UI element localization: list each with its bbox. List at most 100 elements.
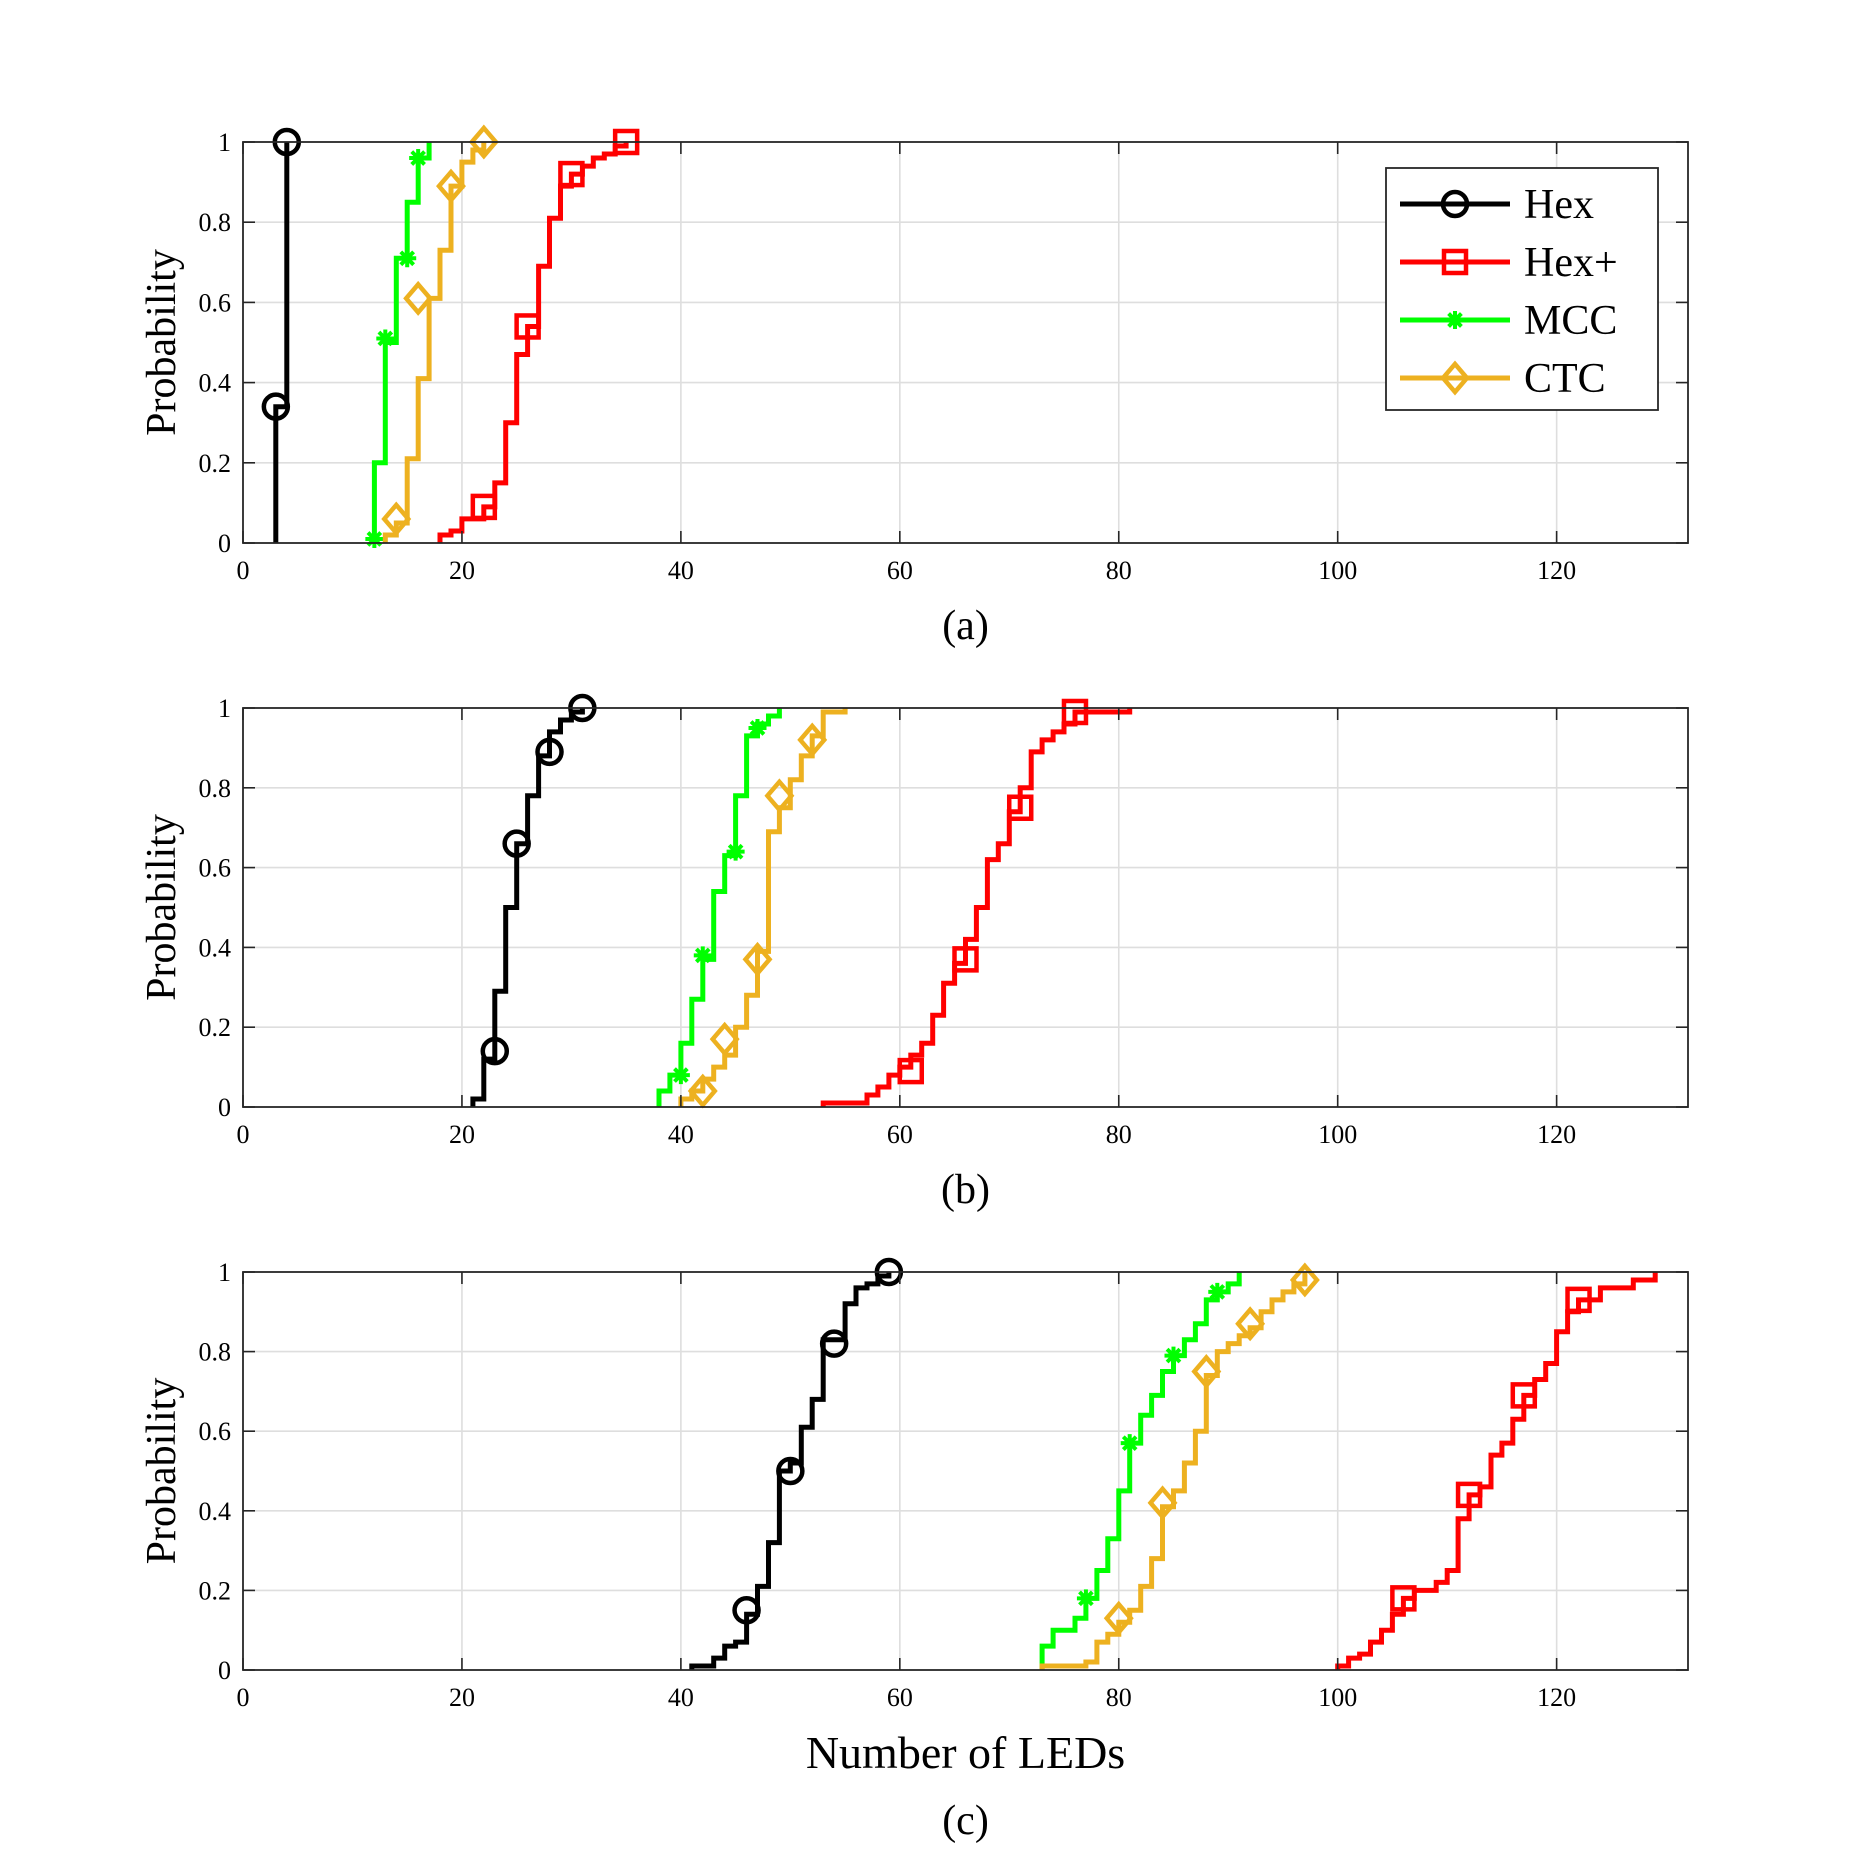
y-tick-label: 0.2 bbox=[199, 1576, 232, 1605]
series-line-mcc bbox=[1039, 1272, 1242, 1670]
x-tick-label: 40 bbox=[668, 556, 694, 585]
data-point-mcc bbox=[376, 329, 395, 348]
y-tick-label: 0 bbox=[218, 1093, 231, 1122]
x-axis-label: Number of LEDs bbox=[806, 1727, 1125, 1778]
data-point-ctc bbox=[1147, 1485, 1178, 1521]
data-point-hex-plus bbox=[1006, 794, 1034, 821]
data-point-mcc bbox=[1120, 1434, 1139, 1453]
data-point-ctc bbox=[436, 168, 466, 204]
legend-label: CTC bbox=[1524, 356, 1606, 402]
data-point-hex-plus bbox=[1510, 1382, 1538, 1409]
data-point-hex-plus bbox=[897, 1057, 925, 1085]
y-tick-label: 1 bbox=[218, 128, 231, 157]
data-point-ctc bbox=[1103, 1600, 1134, 1636]
y-tick-label: 0.6 bbox=[199, 288, 232, 317]
x-tick-label: 120 bbox=[1537, 1683, 1576, 1712]
chart-panel-0: 0 20 40 60 80 100 120 0 0.2 0.4 0.6 0.8 1 Probability… bbox=[139, 124, 1689, 649]
series-line-ctc bbox=[382, 142, 487, 543]
data-point-ctc bbox=[381, 501, 412, 537]
y-tick-label: 0.8 bbox=[199, 1338, 232, 1367]
legend-label: Hex bbox=[1524, 182, 1594, 228]
x-tick-label: 120 bbox=[1537, 1120, 1576, 1149]
legend-label: MCC bbox=[1524, 298, 1617, 344]
x-tick-label: 0 bbox=[237, 1120, 250, 1149]
data-point-ctc bbox=[709, 1021, 740, 1057]
legend-marker-square bbox=[1441, 248, 1469, 276]
x-tick-label: 60 bbox=[887, 1683, 913, 1712]
axes-box bbox=[242, 1271, 1689, 1671]
data-point-ctc bbox=[797, 722, 828, 758]
data-point-mcc bbox=[726, 842, 745, 861]
x-tick-label: 80 bbox=[1106, 1120, 1132, 1149]
data-point-hex bbox=[535, 737, 564, 767]
x-tick-label: 60 bbox=[887, 1120, 913, 1149]
data-point-ctc bbox=[742, 941, 773, 977]
y-tick-label: 0 bbox=[218, 529, 231, 558]
x-tick-label: 20 bbox=[449, 556, 475, 585]
series-line-hex bbox=[273, 142, 290, 543]
data-point-hex-plus bbox=[470, 493, 498, 521]
series-mcc bbox=[365, 142, 432, 548]
y-tick-label: 0.8 bbox=[199, 774, 232, 803]
series-ctc bbox=[381, 124, 499, 543]
data-point-hex-plus bbox=[1565, 1286, 1592, 1314]
chart-panel-2: 0 20 40 60 80 100 120 0 0.2 0.4 0.6 0.8 1 Probability… bbox=[139, 1257, 1689, 1844]
x-tick-label: 80 bbox=[1106, 1683, 1132, 1712]
series-hex-plus bbox=[820, 698, 1133, 1107]
x-tick-label: 60 bbox=[887, 556, 913, 585]
data-point-mcc bbox=[1208, 1282, 1227, 1301]
data-point-hex-plus bbox=[514, 313, 541, 340]
y-tick-label: 0.4 bbox=[199, 1497, 232, 1526]
x-tick-label: 40 bbox=[668, 1120, 694, 1149]
y-tick-label: 1 bbox=[218, 694, 231, 723]
data-point-ctc bbox=[687, 1073, 718, 1109]
series-line-hex bbox=[689, 1272, 892, 1670]
legend-box bbox=[1385, 167, 1659, 411]
x-tick-label: 40 bbox=[668, 1683, 694, 1712]
x-tick-label: 0 bbox=[237, 556, 250, 585]
legend-item-ctc: CTC bbox=[1400, 356, 1606, 402]
plot-area bbox=[243, 708, 1688, 1107]
legend-item-mcc: MCC bbox=[1400, 298, 1617, 344]
x-tick-label: 20 bbox=[449, 1120, 475, 1149]
x-tick-label: 100 bbox=[1318, 1120, 1357, 1149]
y-tick-label: 0.2 bbox=[199, 1013, 232, 1042]
y-tick-label: 0.4 bbox=[199, 369, 232, 398]
y-axis-label: Probability bbox=[139, 1378, 185, 1565]
x-tick-label: 0 bbox=[237, 1683, 250, 1712]
data-point-hex-plus bbox=[1390, 1585, 1417, 1612]
axes-box bbox=[242, 707, 1689, 1108]
chart-panel-1: 0 20 40 60 80 100 120 0 0.2 0.4 0.6 0.8 1 Probability… bbox=[139, 693, 1689, 1213]
x-tick-label: 80 bbox=[1106, 556, 1132, 585]
data-point-mcc bbox=[1076, 1589, 1095, 1608]
legend: Hex Hex+ MCC CTC bbox=[1385, 167, 1659, 411]
data-point-hex-plus bbox=[1061, 698, 1089, 726]
data-point-hex bbox=[776, 1456, 805, 1486]
legend-marker-asterisk bbox=[1446, 311, 1464, 329]
data-point-mcc bbox=[398, 249, 417, 268]
panel-caption: (c) bbox=[942, 1798, 989, 1844]
panel-caption: (b) bbox=[941, 1167, 990, 1213]
y-tick-label: 0.6 bbox=[199, 1417, 232, 1446]
legend-label: Hex+ bbox=[1524, 240, 1618, 286]
data-point-hex-plus bbox=[1455, 1481, 1483, 1509]
data-point-hex-plus bbox=[952, 946, 979, 973]
data-point-hex bbox=[502, 829, 531, 858]
x-tick-label: 120 bbox=[1537, 556, 1576, 585]
legend-item-hex-plus: Hex+ bbox=[1400, 240, 1618, 286]
legend-marker-diamond bbox=[1440, 360, 1470, 396]
data-point-hex-plus bbox=[558, 160, 585, 188]
data-point-mcc bbox=[365, 529, 384, 548]
x-tick-label: 20 bbox=[449, 1683, 475, 1712]
series-ctc bbox=[1039, 1262, 1320, 1670]
axes-box bbox=[242, 141, 1689, 544]
y-tick-label: 0.8 bbox=[199, 208, 232, 237]
data-point-ctc bbox=[1235, 1306, 1266, 1342]
legend-item-hex: Hex bbox=[1400, 182, 1594, 228]
data-point-hex bbox=[819, 1329, 849, 1358]
series-mcc bbox=[1039, 1272, 1242, 1670]
series-mcc bbox=[656, 708, 782, 1107]
data-point-ctc bbox=[468, 124, 499, 160]
data-point-mcc bbox=[693, 946, 712, 965]
data-point-ctc bbox=[1289, 1262, 1320, 1298]
